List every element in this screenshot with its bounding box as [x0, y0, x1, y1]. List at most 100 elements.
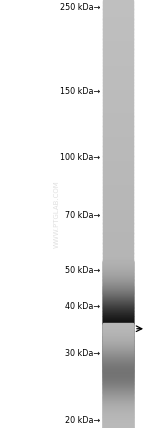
Bar [103, 278, 133, 279]
Bar [103, 374, 133, 376]
Bar [103, 292, 133, 294]
Bar [103, 379, 133, 380]
Bar [103, 286, 133, 287]
Bar [103, 352, 133, 353]
Bar [103, 427, 133, 428]
Bar [103, 71, 133, 73]
Bar [103, 333, 133, 335]
Bar [103, 274, 133, 276]
Bar [103, 384, 133, 386]
Bar [103, 320, 133, 321]
Bar [103, 323, 133, 325]
Bar [103, 324, 133, 326]
Bar [103, 386, 133, 387]
Bar [103, 355, 133, 356]
Bar [103, 299, 133, 301]
Bar [103, 352, 133, 354]
Bar [103, 335, 133, 336]
Bar [103, 329, 133, 330]
Bar [103, 362, 133, 363]
Bar [103, 404, 133, 405]
Bar [103, 8, 133, 10]
Bar [103, 427, 133, 428]
Bar [103, 289, 133, 291]
Bar [103, 383, 133, 385]
Bar [103, 341, 133, 342]
Bar [103, 379, 133, 380]
Bar [103, 364, 133, 365]
Bar [103, 345, 133, 346]
Bar [103, 145, 133, 147]
Bar [103, 323, 133, 325]
Bar [103, 348, 133, 350]
Bar [103, 330, 133, 331]
Bar [103, 424, 133, 425]
Bar [103, 290, 133, 291]
Bar [103, 376, 133, 377]
Bar [103, 424, 133, 425]
Bar [103, 409, 133, 410]
Bar [103, 283, 133, 284]
Bar [103, 105, 133, 107]
Bar [103, 396, 133, 398]
Bar [103, 340, 133, 342]
Bar [103, 339, 133, 341]
Bar [103, 296, 133, 298]
Bar [103, 288, 133, 289]
Bar [103, 382, 133, 383]
Bar [103, 405, 133, 406]
Bar [103, 262, 133, 263]
Bar [103, 377, 133, 379]
Bar [103, 354, 133, 355]
Bar [103, 311, 133, 312]
Bar [103, 422, 133, 424]
Bar [103, 342, 133, 343]
Bar [103, 388, 133, 389]
Bar [103, 333, 133, 334]
Bar [103, 369, 133, 370]
Bar [103, 416, 133, 417]
Bar [103, 231, 133, 232]
Bar [103, 273, 133, 275]
Bar [103, 338, 133, 340]
Bar [103, 416, 133, 418]
Bar [103, 211, 133, 213]
Bar [103, 410, 133, 412]
Bar [103, 291, 133, 292]
Bar [103, 421, 133, 422]
Bar [103, 372, 133, 373]
Bar [103, 232, 133, 234]
Bar [103, 129, 133, 131]
Bar [103, 324, 133, 325]
Bar [103, 329, 133, 330]
Bar [103, 356, 133, 357]
Bar [103, 408, 133, 410]
Bar [103, 370, 133, 371]
Bar [103, 361, 133, 362]
Bar [103, 179, 133, 181]
Bar [103, 382, 133, 384]
Bar [103, 274, 133, 275]
Bar [103, 390, 133, 391]
Bar [103, 419, 133, 420]
Bar [103, 362, 133, 363]
Bar [103, 141, 133, 143]
Bar [103, 269, 133, 271]
Bar [103, 276, 133, 278]
Bar [103, 344, 133, 345]
Bar [103, 336, 133, 337]
Bar [103, 298, 133, 299]
Bar [103, 261, 133, 262]
Bar [103, 373, 133, 374]
Bar [103, 126, 133, 128]
Bar [103, 265, 133, 266]
Bar [103, 233, 133, 235]
Bar [103, 334, 133, 336]
Bar [103, 326, 133, 327]
Bar [103, 382, 133, 383]
Bar [103, 352, 133, 354]
Bar [103, 189, 133, 191]
Bar [103, 260, 133, 262]
Bar [103, 398, 133, 399]
Bar [103, 360, 133, 361]
